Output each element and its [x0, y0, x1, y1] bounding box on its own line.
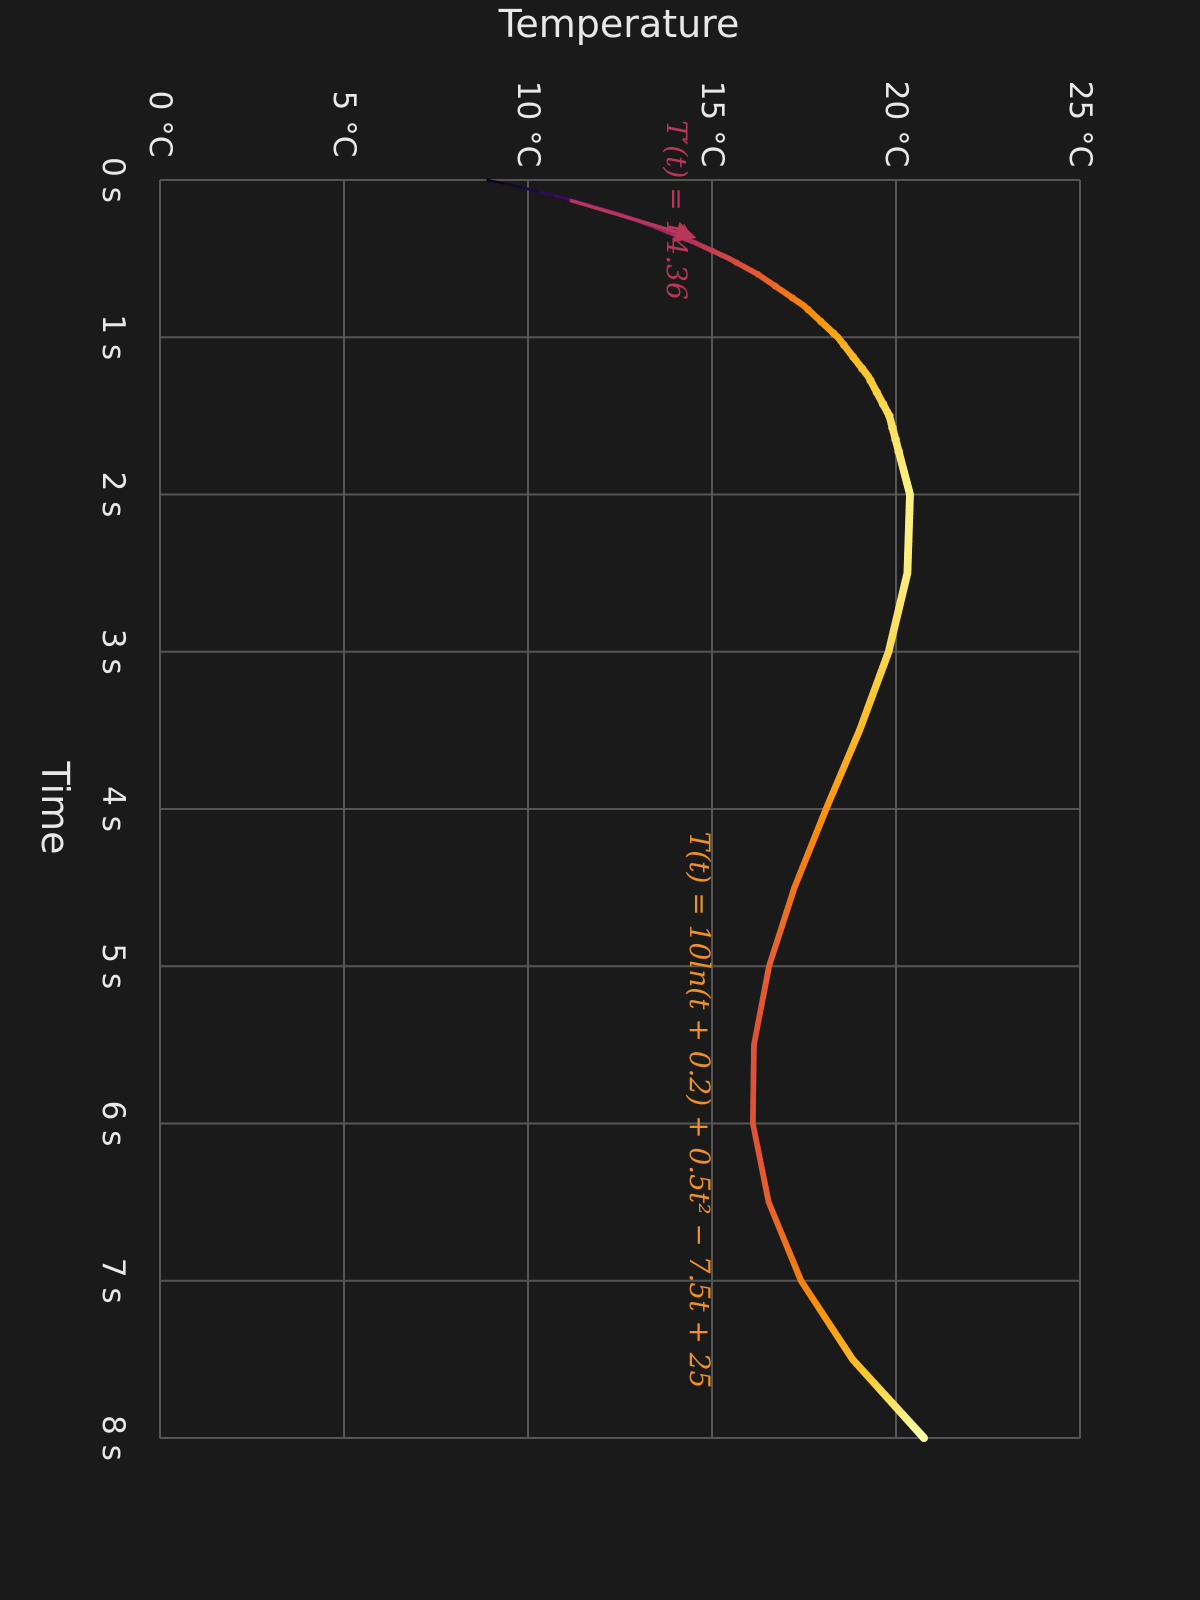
grid-lines [159, 179, 1081, 1439]
tick-labels: 0 s 1 s 2 s 3 s 4 s 5 s 6 s 7 s 8 s 0 °C 5 °C 10 °C… [95, 81, 1098, 1461]
series-equation-label: T(t) = 10ln(t + 0.2) + 0.5t² − 7.5t + 25 [683, 832, 716, 1389]
series-segment [916, 1430, 928, 1442]
x-tick-label: 7 s [95, 1258, 131, 1304]
series-segment [504, 182, 525, 190]
x-tick-label: 1 s [95, 314, 131, 360]
y-tick-label: 5 °C [326, 91, 362, 158]
x-tick-label: 5 s [95, 943, 131, 989]
series-segment [537, 190, 557, 198]
series-segment [486, 178, 507, 186]
y-tick-label: 15 °C [694, 81, 730, 167]
y-tick-label: 0 °C [142, 91, 178, 158]
tangent-equation-label: T′(t) = 14.36 [660, 120, 693, 300]
x-tick-label: 8 s [95, 1415, 131, 1461]
x-axis-title: Time [33, 761, 77, 855]
tangent-layer [569, 198, 697, 243]
y-axis-title: Temperature [498, 2, 740, 46]
tangent-arrow [569, 198, 697, 243]
y-tick-label: 25 °C [1062, 81, 1098, 167]
x-tick-label: 3 s [95, 629, 131, 675]
series-segment [522, 186, 541, 194]
x-tick-label: 4 s [95, 786, 131, 832]
y-tick-label: 20 °C [878, 81, 914, 167]
x-tick-label: 0 s [95, 157, 131, 203]
series-segment [553, 194, 572, 202]
y-tick-label: 10 °C [510, 81, 546, 167]
series-layer [486, 178, 928, 1442]
x-tick-label: 6 s [95, 1101, 131, 1147]
x-tick-label: 2 s [95, 472, 131, 518]
